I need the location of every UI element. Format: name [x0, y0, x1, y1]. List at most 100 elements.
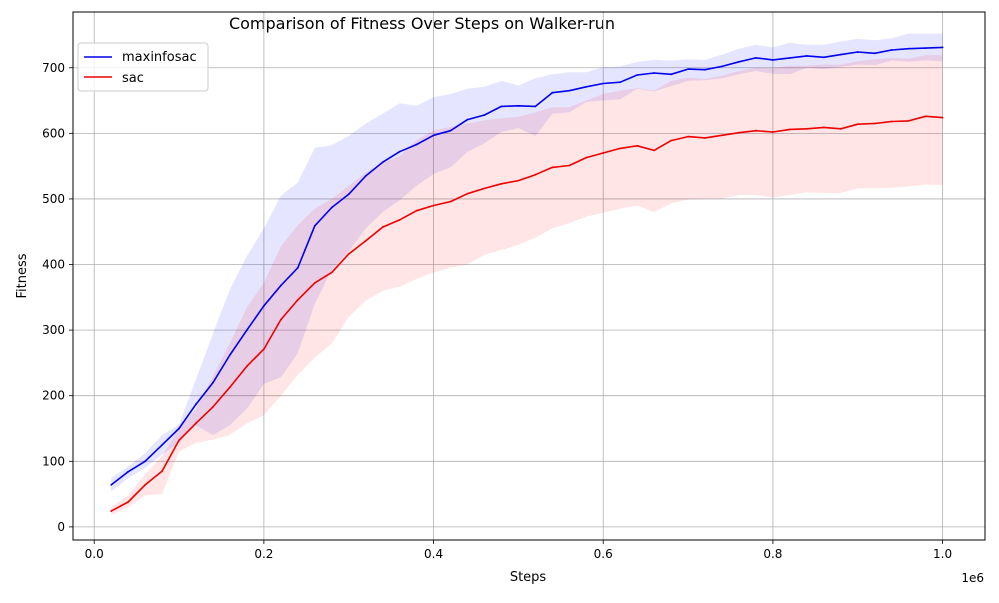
data-point-maxinfosac [805, 55, 808, 57]
data-point-sac [483, 187, 486, 190]
data-point-sac [178, 439, 180, 442]
data-point-maxinfosac [856, 51, 859, 53]
data-point-sac [229, 386, 231, 389]
data-point-maxinfosac [653, 72, 655, 74]
data-point-maxinfosac [772, 59, 774, 61]
legend-label-sac: sac [122, 71, 144, 86]
data-point-sac [415, 209, 418, 212]
data-point-sac [670, 139, 672, 142]
data-point-maxinfosac [415, 143, 418, 146]
data-point-sac [330, 271, 333, 274]
data-point-maxinfosac [347, 193, 350, 196]
x-tick-label: 0.0 [85, 547, 104, 561]
data-point-sac [805, 127, 808, 130]
series-points-sac [110, 115, 944, 512]
data-point-sac [534, 173, 537, 176]
data-point-sac [738, 131, 740, 134]
data-point-maxinfosac [873, 52, 876, 55]
series-line-maxinfosac [110, 46, 943, 486]
data-point-maxinfosac [432, 134, 435, 137]
data-point-sac [347, 253, 350, 255]
data-point-maxinfosac [907, 47, 910, 50]
y-tick-label: 400 [42, 258, 65, 272]
data-point-sac [551, 166, 554, 169]
data-point-maxinfosac [534, 105, 537, 108]
data-point-maxinfosac [161, 444, 164, 446]
data-point-sac [296, 299, 299, 301]
band-maxinfosac [111, 33, 943, 492]
data-point-sac [704, 137, 706, 139]
data-point-sac [127, 501, 129, 503]
data-point-maxinfosac [670, 73, 672, 76]
data-point-maxinfosac [364, 175, 367, 177]
data-point-sac [364, 240, 367, 242]
y-tick-label: 300 [42, 323, 65, 337]
data-point-sac [755, 129, 757, 132]
data-point-sac [381, 226, 384, 229]
data-point-maxinfosac [466, 118, 469, 121]
data-point-maxinfosac [195, 403, 197, 406]
data-point-maxinfosac [280, 284, 282, 287]
x-tick-label: 0.8 [763, 547, 782, 561]
axis-ticks: 0.0 0.2 0.4 0.6 0.8 1.0 0 100 200 300 400 500 600 700 [42, 61, 952, 561]
data-point-maxinfosac [178, 427, 180, 430]
data-point-maxinfosac [398, 150, 401, 153]
y-tick-label: 700 [42, 61, 65, 75]
data-point-maxinfosac [568, 89, 571, 92]
data-point-sac [212, 406, 214, 408]
data-point-sac [263, 348, 265, 350]
data-point-sac [890, 120, 893, 123]
data-point-maxinfosac [890, 49, 893, 51]
legend: maxinfosac sac [77, 42, 209, 92]
data-point-sac [619, 147, 622, 150]
data-point-sac [313, 282, 316, 284]
x-tick-label: 1.0 [933, 547, 952, 561]
y-tick-label: 600 [42, 126, 65, 140]
data-point-sac [721, 134, 723, 137]
series-points-maxinfosac [110, 46, 944, 486]
data-point-sac [856, 123, 859, 126]
data-point-maxinfosac [127, 470, 129, 473]
data-point-maxinfosac [517, 104, 520, 107]
legend-box [77, 42, 209, 92]
data-point-sac [110, 510, 113, 512]
data-point-maxinfosac [636, 74, 639, 76]
data-point-maxinfosac [602, 82, 605, 85]
data-point-maxinfosac [212, 381, 214, 384]
data-point-maxinfosac [721, 65, 723, 68]
data-point-sac [907, 120, 910, 122]
data-point-sac [144, 484, 147, 486]
data-point-maxinfosac [551, 91, 554, 94]
data-point-sac [500, 182, 503, 185]
data-point-maxinfosac [296, 266, 299, 269]
data-point-maxinfosac [500, 105, 503, 108]
data-point-maxinfosac [110, 484, 113, 486]
data-point-maxinfosac [246, 329, 248, 331]
data-point-sac [161, 470, 164, 472]
series-line-sac [110, 115, 943, 512]
data-point-maxinfosac [738, 60, 740, 63]
data-point-sac [585, 156, 588, 159]
x-tick-label: 0.6 [594, 547, 613, 561]
band-sac [111, 54, 943, 516]
x-tick-label: 0.2 [254, 547, 273, 561]
y-tick-label: 100 [42, 454, 65, 468]
y-tick-label: 200 [42, 389, 65, 403]
data-point-maxinfosac [619, 81, 622, 84]
y-axis-label: Fitness [15, 253, 30, 298]
x-tick-label: 0.4 [424, 547, 443, 561]
data-point-sac [449, 200, 452, 203]
data-point-sac [636, 144, 639, 147]
data-point-sac [924, 115, 927, 118]
data-point-sac [772, 131, 774, 133]
data-point-sac [839, 127, 842, 130]
data-point-maxinfosac [144, 460, 147, 463]
data-point-maxinfosac [585, 85, 588, 88]
data-point-sac [280, 318, 282, 321]
data-point-sac [789, 128, 791, 131]
data-point-sac [246, 365, 248, 368]
data-point-sac [432, 204, 435, 207]
data-point-sac [822, 126, 825, 129]
data-point-maxinfosac [941, 46, 944, 49]
